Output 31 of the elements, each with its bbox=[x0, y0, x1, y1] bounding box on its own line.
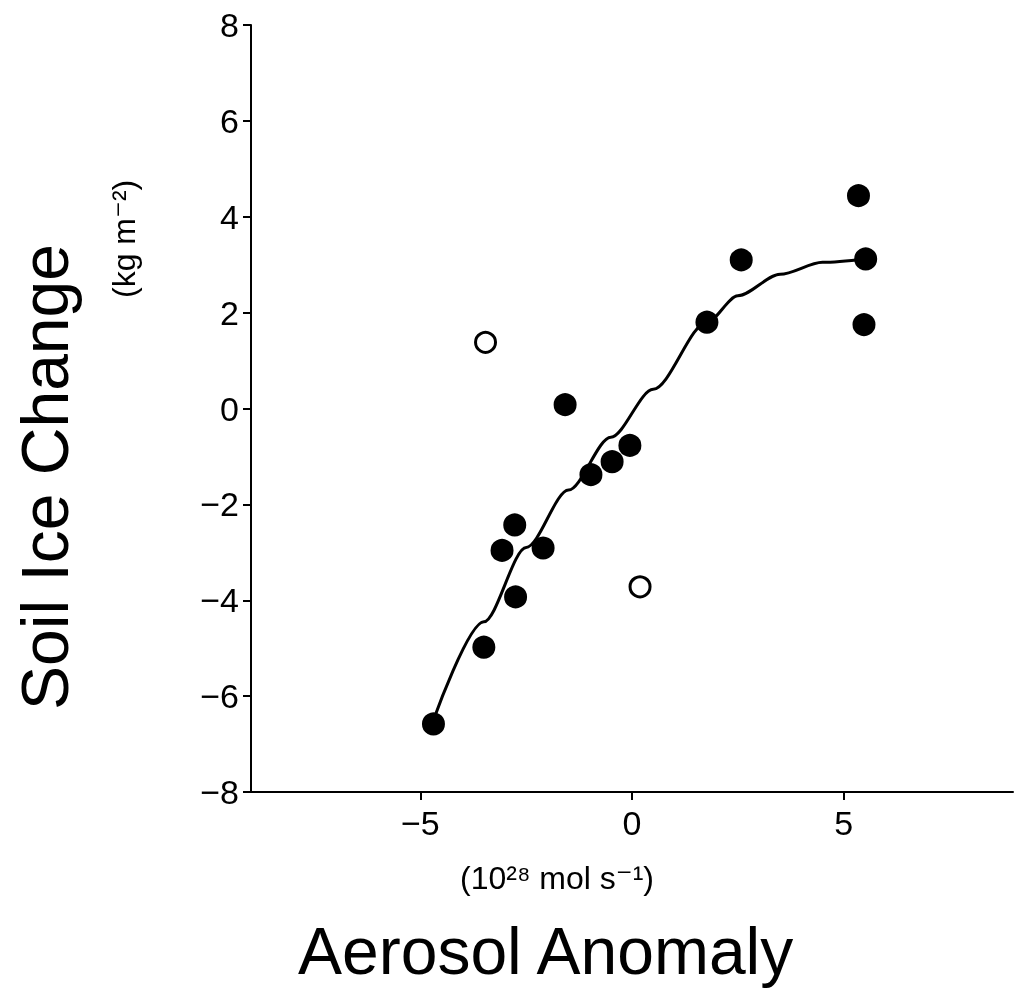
y-tick-label: 0 bbox=[220, 389, 239, 428]
y-tick-label: −6 bbox=[200, 677, 239, 716]
x-tick-label: 5 bbox=[834, 804, 854, 842]
point bbox=[474, 330, 498, 354]
point bbox=[847, 184, 870, 208]
point bbox=[421, 712, 445, 736]
y-tick-label: 8 bbox=[220, 6, 239, 44]
point bbox=[553, 393, 577, 417]
point bbox=[503, 513, 527, 537]
x-tick-label: −5 bbox=[400, 804, 440, 842]
y-tick-label: −8 bbox=[200, 773, 239, 811]
point bbox=[618, 433, 642, 457]
point bbox=[600, 450, 624, 474]
y-tick-label: −2 bbox=[200, 485, 239, 524]
point bbox=[531, 536, 555, 560]
y-axis-title: Soil Ice Change (kg m⁻²) bbox=[8, 179, 142, 710]
y-tick-label: 2 bbox=[220, 293, 239, 332]
y-tick-label: 4 bbox=[220, 197, 239, 236]
point bbox=[854, 247, 878, 271]
point bbox=[628, 575, 652, 599]
point bbox=[729, 248, 753, 272]
x-tick-label: 0 bbox=[622, 804, 642, 842]
point bbox=[490, 538, 514, 562]
point bbox=[695, 310, 719, 334]
point bbox=[472, 635, 496, 659]
x-axis-title: (10²⁸ mol s⁻¹) Aerosol Anomaly bbox=[298, 860, 794, 988]
y-tick-label: 6 bbox=[220, 101, 239, 140]
y-tick-label: −4 bbox=[200, 581, 239, 620]
point bbox=[579, 463, 603, 487]
point bbox=[504, 585, 528, 609]
point bbox=[852, 313, 876, 337]
